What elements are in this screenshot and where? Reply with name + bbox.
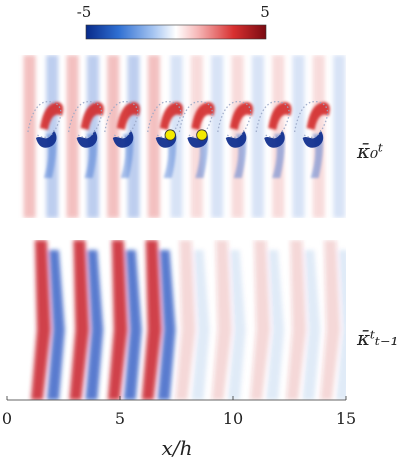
- vortex: [104, 100, 141, 178]
- vortex-blue-tail: [310, 134, 324, 178]
- vortex-blue-core: [264, 130, 285, 148]
- vortex-blue-tail: [233, 134, 247, 178]
- vortex-blue-tail: [43, 134, 57, 178]
- top-band: [66, 55, 79, 218]
- colorbar-max-label: 5: [260, 3, 270, 21]
- highlight-point: [196, 129, 208, 141]
- vortex-blue-core: [187, 130, 208, 148]
- vortex-blue-core: [76, 130, 98, 148]
- bottom-blue-band: [85, 250, 104, 400]
- top-band: [170, 55, 183, 218]
- top-band: [333, 55, 346, 218]
- vortex-red-crest: [39, 102, 64, 130]
- vortex: [67, 100, 104, 178]
- bottom-blue-band: [266, 250, 285, 400]
- vortex-blue-core: [112, 130, 134, 148]
- vortex-blue-core: [225, 130, 247, 148]
- bottom-blue-band: [336, 250, 346, 400]
- bottom-red-band: [141, 240, 162, 400]
- vortex-dotted-rim: [255, 100, 290, 138]
- bottom-blue-band: [227, 250, 246, 400]
- vortex: [27, 100, 64, 178]
- bottom-red-band: [30, 240, 51, 400]
- panel-label-bottom: κ̄ᵗₜ₋₁: [356, 326, 399, 350]
- bottom-blue-band: [157, 250, 176, 400]
- heatmap-top-panel: [7, 55, 346, 218]
- vortex-red-crest: [268, 102, 292, 130]
- vortex-red-crest: [116, 102, 141, 130]
- vortex-dotted-rim: [104, 100, 139, 138]
- x-tick-label: 15: [336, 409, 356, 428]
- top-band: [127, 55, 140, 218]
- x-tick-label: 10: [223, 409, 243, 428]
- bottom-red-band: [69, 240, 90, 400]
- bottom-red-band: [250, 240, 271, 400]
- vortex-blue-tail: [120, 134, 134, 178]
- colorbar-min-label: -5: [77, 3, 92, 21]
- vortex-blue-tail: [195, 134, 208, 178]
- top-band: [292, 55, 305, 218]
- top-band: [23, 55, 36, 218]
- vortex: [255, 100, 292, 178]
- vortex-blue-core: [155, 130, 177, 148]
- vortex: [217, 100, 254, 178]
- bottom-red-band: [211, 240, 232, 400]
- heatmap-bottom-panel: [7, 240, 346, 400]
- vortex-red-crest: [159, 102, 184, 130]
- bottom-red-band: [286, 240, 307, 400]
- bottom-red-band: [320, 240, 341, 400]
- vortex-red-crest: [191, 102, 215, 130]
- vortex: [293, 100, 330, 178]
- vortex-red-crest: [229, 102, 254, 130]
- vortex-dotted-rim: [67, 100, 103, 138]
- vortex-red-crest: [306, 102, 330, 130]
- vortex-blue-tail: [272, 134, 285, 178]
- bottom-blue-band: [123, 250, 142, 400]
- x-axis-title: x/h: [162, 436, 193, 460]
- x-tick-label: 0: [2, 409, 12, 428]
- bottom-blue-band: [46, 250, 65, 400]
- bottom-red-band: [107, 240, 128, 400]
- vortex-blue-core: [302, 130, 324, 148]
- vortex-dotted-rim: [293, 100, 329, 138]
- x-tick-label: 5: [115, 409, 125, 428]
- top-band: [211, 55, 224, 218]
- vortex-dotted-rim: [27, 100, 62, 138]
- bottom-blue-band: [302, 250, 321, 400]
- vortex-blue-tail: [84, 134, 98, 178]
- top-band: [251, 55, 264, 218]
- vortex-dotted-rim: [217, 100, 252, 138]
- highlight-point: [164, 129, 176, 141]
- vortex-blue-core: [35, 130, 57, 148]
- vortex-blue-tail: [163, 134, 177, 178]
- x-axis: 0 5 10 15 x/h: [2, 396, 356, 460]
- colorbar: -5 5: [77, 3, 270, 40]
- colorbar-gradient: [85, 24, 267, 40]
- bottom-blue-band: [191, 250, 210, 400]
- top-band: [147, 55, 160, 218]
- panel-label-top: κ̄₀ᵗ: [356, 139, 383, 163]
- bottom-red-band: [175, 240, 196, 400]
- top-band: [107, 55, 120, 218]
- vortex-red-crest: [80, 102, 104, 130]
